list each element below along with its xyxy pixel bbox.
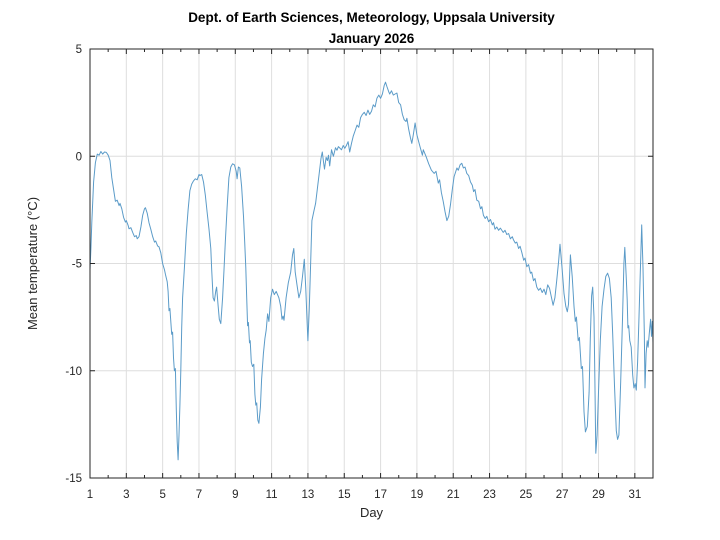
x-tick-label: 15 bbox=[338, 489, 351, 501]
y-tick-label: 0 bbox=[76, 151, 82, 163]
y-axis-label: Mean temperature (°C) bbox=[25, 197, 40, 330]
y-tick-label: -5 bbox=[72, 259, 82, 271]
x-tick-label: 7 bbox=[196, 489, 202, 501]
x-tick-label: 21 bbox=[447, 489, 460, 501]
x-tick-label: 13 bbox=[302, 489, 315, 501]
grid-lines bbox=[90, 49, 653, 478]
y-tick-label: -15 bbox=[65, 473, 82, 485]
x-axis-label: Day bbox=[360, 505, 384, 520]
x-tick-label: 9 bbox=[232, 489, 238, 501]
y-tick-label: 5 bbox=[76, 44, 82, 56]
chart-title: Dept. of Earth Sciences, Meteorology, Up… bbox=[188, 10, 555, 25]
temperature-line-group bbox=[89, 81, 654, 461]
y-tick-label: -10 bbox=[65, 366, 82, 378]
x-tick-label: 23 bbox=[483, 489, 496, 501]
x-tick-label: 5 bbox=[159, 489, 165, 501]
x-tick-label: 31 bbox=[628, 489, 641, 501]
x-tick-label: 27 bbox=[556, 489, 569, 501]
x-tick-label: 3 bbox=[123, 489, 129, 501]
x-tick-label: 25 bbox=[519, 489, 532, 501]
x-tick-label: 1 bbox=[87, 489, 93, 501]
x-tick-label: 11 bbox=[266, 489, 278, 501]
axis-box bbox=[89, 48, 654, 479]
temperature-line bbox=[89, 81, 654, 461]
x-tick-label: 29 bbox=[592, 489, 605, 501]
chart-subtitle: January 2026 bbox=[329, 31, 415, 46]
x-tick-label: 17 bbox=[374, 489, 387, 501]
x-tick-label: 19 bbox=[411, 489, 424, 501]
